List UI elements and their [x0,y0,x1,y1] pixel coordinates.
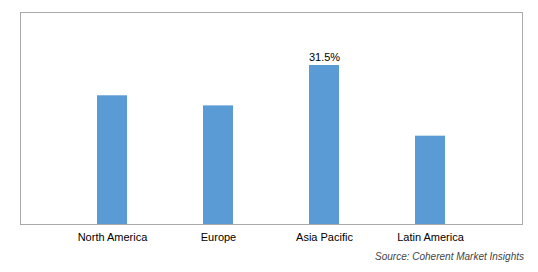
svg-text:Europe: Europe [201,231,236,243]
svg-text:North America: North America [78,231,149,243]
svg-text:Asia Pacific: Asia Pacific [296,231,353,243]
html-text:Source: Coherent Market Insigh: Source: Coherent Market Insights [375,251,524,262]
svg-text:Latin America: Latin America [397,231,465,243]
svg-text:31.5%: 31.5% [309,51,340,63]
